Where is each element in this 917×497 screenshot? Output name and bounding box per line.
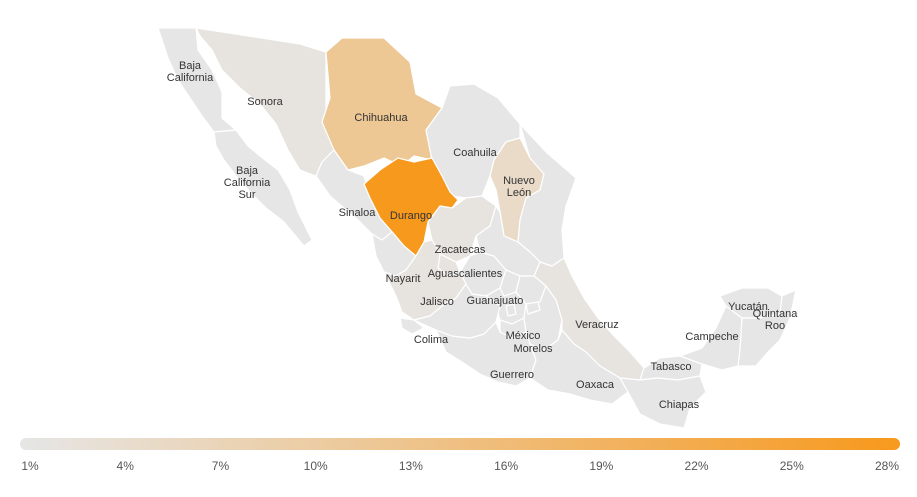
- state-queretaro[interactable]: [499, 269, 521, 297]
- state-label-baja-california-sur: Baja California Sur: [224, 165, 271, 201]
- color-legend: 1% 4% 7% 10% 13% 16% 19% 22% 25% 28%: [20, 438, 900, 478]
- state-label-durango: Durango: [390, 210, 432, 222]
- state-puebla[interactable]: [523, 285, 563, 351]
- legend-tick-label: 10%: [303, 459, 328, 473]
- state-chihuahua[interactable]: [321, 37, 443, 171]
- legend-tick-label: 22%: [684, 459, 709, 473]
- state-label-campeche: Campeche: [685, 331, 738, 343]
- state-label-quintana-roo: Quintana Roo: [753, 308, 799, 332]
- legend-tick-label: 19%: [589, 459, 614, 473]
- state-label-guerrero: Guerrero: [490, 369, 534, 381]
- state-label-zacatecas: Zacatecas: [435, 244, 486, 256]
- state-label-oaxaca: Oaxaca: [576, 379, 615, 391]
- mexico-choropleth-map: Baja California Baja California Sur Sonora Chi…: [157, 27, 799, 429]
- legend-tick-label: 13%: [398, 459, 423, 473]
- legend-tick-label: 1%: [21, 459, 39, 473]
- state-label-yucatan: Yucatán: [728, 301, 768, 313]
- state-label-chiapas: Chiapas: [659, 399, 700, 411]
- state-michoacan[interactable]: [413, 283, 501, 339]
- state-chiapas[interactable]: [619, 375, 707, 429]
- state-label-veracruz: Veracruz: [575, 319, 618, 331]
- state-label-sonora: Sonora: [247, 96, 283, 108]
- state-label-baja-california: Baja California: [167, 60, 214, 84]
- state-label-nayarit: Nayarit: [386, 273, 421, 285]
- state-label-nuevo-leon: Nuevo León: [503, 175, 535, 199]
- state-quintana-roo[interactable]: [737, 289, 797, 367]
- legend-tick-label: 16%: [494, 459, 519, 473]
- legend-tick-label: 25%: [779, 459, 804, 473]
- legend-tick-label: 28%: [874, 459, 900, 473]
- state-label-tabasco: Tabasco: [651, 361, 692, 373]
- state-label-mexico: México: [506, 330, 541, 342]
- state-label-coahuila: Coahuila: [453, 147, 497, 159]
- state-baja-california-sur[interactable]: [213, 129, 313, 247]
- state-label-morelos: Morelos: [513, 343, 553, 355]
- state-tlaxcala[interactable]: [525, 301, 541, 315]
- state-ciudad-de-mexico[interactable]: [505, 303, 517, 317]
- state-jalisco[interactable]: [383, 239, 467, 321]
- legend-tick-label: 4%: [116, 459, 134, 473]
- state-label-jalisco: Jalisco: [420, 296, 454, 308]
- state-label-chihuahua: Chihuahua: [354, 112, 408, 124]
- state-sonora[interactable]: [195, 27, 335, 177]
- state-label-colima: Colima: [414, 334, 449, 346]
- state-label-guanajuato: Guanajuato: [467, 295, 524, 307]
- legend-tick-label: 7%: [211, 459, 230, 473]
- legend-gradient-bar: [20, 438, 900, 450]
- state-colima[interactable]: [399, 317, 425, 335]
- state-label-sinaloa: Sinaloa: [339, 207, 377, 219]
- state-label-aguascalientes: Aguascalientes: [428, 268, 503, 280]
